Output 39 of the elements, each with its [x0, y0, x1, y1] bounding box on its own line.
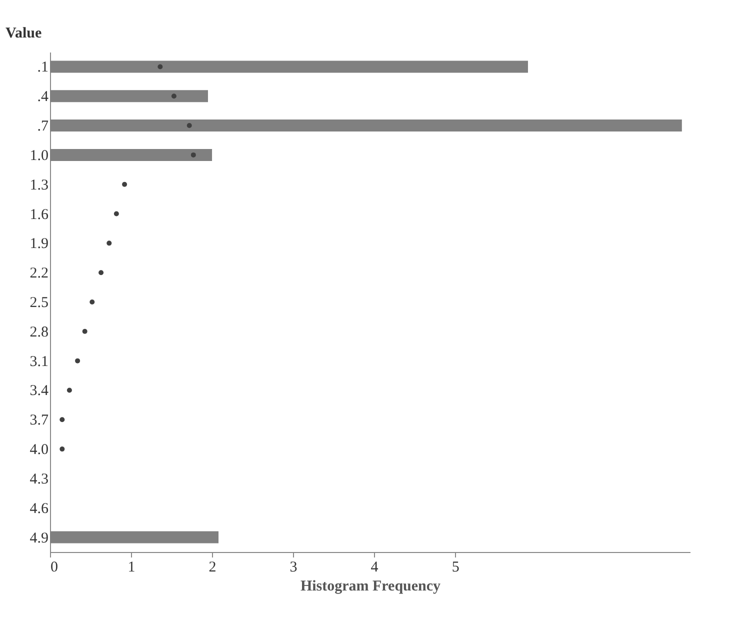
y-tick-label: 1.0 [30, 148, 48, 164]
point [190, 152, 196, 158]
point [75, 358, 80, 364]
y-tick-label: 1.6 [30, 206, 49, 223]
y-tick-label: .4 [37, 89, 49, 106]
y-tick-label: 4.6 [30, 500, 49, 517]
x-tick-label: 3 [290, 560, 298, 576]
y-tick-label: 2.8 [30, 324, 48, 340]
y-tick-label: 4.0 [30, 442, 48, 458]
point [98, 270, 104, 276]
point [158, 64, 163, 70]
y-tick-label: 2.2 [30, 266, 48, 282]
x-tick-label: 2 [208, 560, 216, 576]
y-tick-label: 2.5 [30, 295, 48, 311]
point [122, 182, 128, 187]
y-tick-label: 3.7 [30, 412, 49, 429]
y-tick-label: 4.3 [30, 471, 48, 488]
point [60, 417, 65, 422]
y-tick-label: 4.9 [30, 530, 48, 546]
point [106, 240, 112, 246]
y-tick-label: .1 [37, 60, 48, 76]
y-tick-label: 1.3 [30, 177, 48, 194]
point [90, 300, 95, 304]
x-tick-label: 4 [370, 560, 379, 576]
y-tick-label: 3.4 [30, 383, 49, 400]
x-tick-label: 0 [50, 560, 58, 576]
y-tick-label: 1.9 [30, 236, 48, 252]
point [186, 123, 192, 128]
point [82, 328, 88, 334]
point [60, 446, 65, 452]
point [171, 94, 176, 99]
x-axis-title: Histogram Frequency [300, 578, 442, 594]
point [114, 211, 119, 216]
x-tick-label: 1 [128, 560, 136, 576]
y-tick-label: 3.1 [30, 354, 48, 370]
y-tick-label: .7 [37, 118, 49, 135]
y-axis-title: Value [6, 26, 42, 42]
x-tick-label: 5 [452, 560, 460, 576]
point [66, 388, 72, 393]
